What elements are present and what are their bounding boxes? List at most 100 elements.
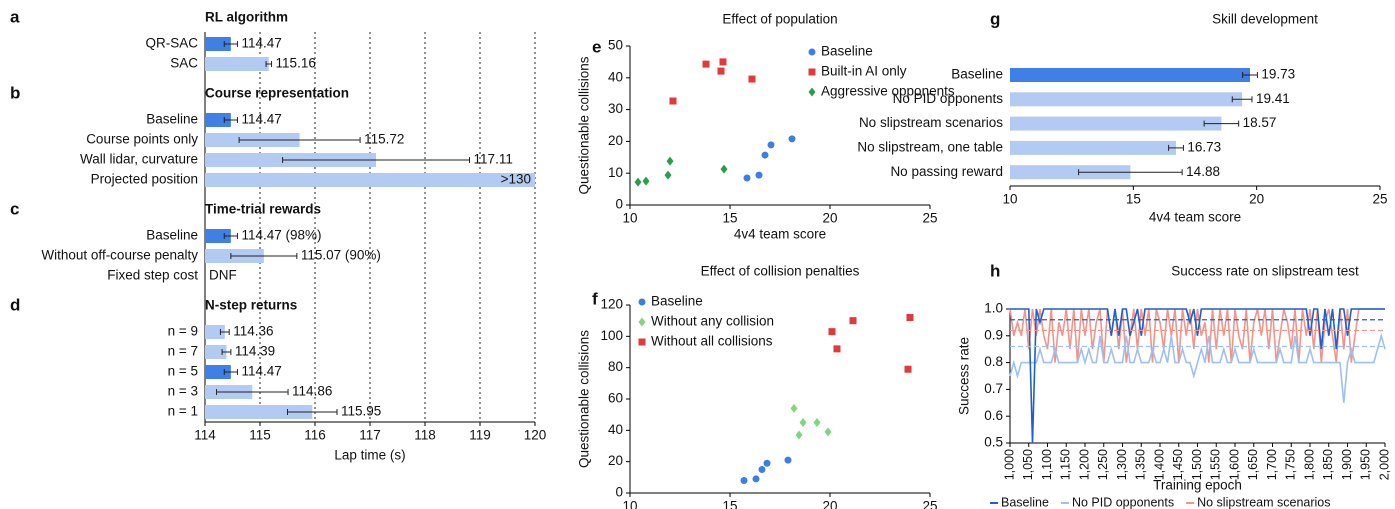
category-label: Wall lidar, curvature — [80, 152, 198, 167]
y-axis-label: Questionable collisions — [577, 330, 592, 468]
x-tick-label: 1,500 — [1190, 449, 1204, 480]
y-tick-label: 0.6 — [984, 408, 1003, 423]
x-tick-label: 115 — [249, 428, 271, 443]
x-tick-label: 1,100 — [1040, 449, 1054, 480]
x-tick-label: 116 — [304, 428, 326, 443]
x-tick-label: 1,050 — [1021, 449, 1035, 480]
point — [642, 176, 650, 186]
x-tick-label: 1,350 — [1134, 449, 1148, 480]
x-tick-label: 1,750 — [1284, 449, 1298, 480]
y-tick-label: 20 — [608, 133, 623, 148]
value-label: 14.88 — [1186, 164, 1220, 179]
point — [824, 427, 832, 437]
point — [763, 459, 771, 467]
panel-label: f — [592, 289, 598, 308]
y-tick-label: 100 — [600, 328, 623, 343]
category-label: No passing reward — [890, 164, 1003, 179]
bar — [205, 57, 269, 71]
legend-label: Built-in AI only — [821, 64, 907, 79]
point — [664, 170, 672, 180]
panel-title: RL algorithm — [205, 10, 288, 25]
y-tick-label: 80 — [608, 359, 623, 374]
x-tick-label: 1,300 — [1115, 449, 1129, 480]
y-tick-label: 0.5 — [984, 435, 1003, 450]
x-tick-label: 1,200 — [1077, 449, 1091, 480]
point — [719, 58, 727, 66]
panel-label: c — [10, 199, 19, 218]
x-tick-label: 2,000 — [1377, 449, 1391, 480]
x-tick-label: 10 — [1002, 192, 1017, 207]
y-axis-label: Questionable collisions — [577, 56, 592, 194]
x-tick-label: 20 — [1249, 192, 1264, 207]
value-label: 114.36 — [233, 324, 273, 339]
bar — [205, 229, 231, 243]
legend-label: Baseline — [821, 44, 873, 59]
legend-label: Without all collisions — [651, 334, 773, 349]
y-tick-label: 0 — [615, 197, 623, 212]
legend-marker — [638, 317, 646, 327]
point — [755, 171, 763, 179]
x-tick-label: 1,150 — [1059, 449, 1073, 480]
x-tick-label: 1,950 — [1359, 449, 1373, 480]
value-label: DNF — [209, 268, 237, 283]
legend-marker — [638, 338, 646, 346]
legend-label: No slipstream scenarios — [1197, 495, 1330, 509]
category-label: No slipstream, one table — [857, 139, 1003, 154]
category-label: n = 3 — [168, 384, 198, 399]
value-label: >130 — [501, 172, 531, 187]
legend-marker — [808, 48, 816, 56]
bar — [205, 345, 227, 359]
point — [767, 141, 775, 149]
category-label: n = 9 — [168, 324, 198, 339]
panel-title: Time-trial rewards — [205, 202, 321, 217]
category-label: Fixed step cost — [107, 268, 198, 283]
x-tick-label: 20 — [822, 499, 837, 509]
x-tick-label: 20 — [822, 211, 837, 226]
line — [1009, 332, 1386, 403]
chart-title: Skill development — [1212, 12, 1318, 27]
y-tick-label: 30 — [608, 101, 623, 116]
bar — [205, 365, 231, 379]
legend-marker — [808, 87, 816, 97]
x-tick-label: 1,800 — [1302, 449, 1316, 480]
value-label: 114.86 — [292, 384, 332, 399]
panel-title: N-step returns — [205, 298, 297, 313]
x-tick-label: 10 — [622, 499, 637, 509]
y-axis-label: Success rate — [957, 337, 972, 415]
bar — [205, 173, 535, 187]
x-tick-label: 1,700 — [1265, 449, 1279, 480]
legend-label: Baseline — [1001, 495, 1049, 509]
bar — [1010, 116, 1222, 131]
y-tick-label: 60 — [608, 391, 623, 406]
point — [906, 314, 914, 322]
category-label: Projected position — [91, 172, 198, 187]
bar — [205, 37, 231, 51]
point — [833, 345, 841, 353]
legend-marker — [808, 68, 816, 76]
point — [784, 456, 792, 464]
panel-label: e — [592, 37, 601, 56]
category-label: No PID opponents — [893, 91, 1004, 106]
point — [702, 60, 710, 68]
category-label: QR-SAC — [145, 36, 198, 51]
point — [717, 67, 725, 75]
point — [634, 177, 642, 187]
value-label: 115.95 — [341, 404, 381, 419]
bar — [205, 113, 231, 127]
value-label: 19.41 — [1256, 91, 1290, 106]
category-label: n = 5 — [168, 364, 198, 379]
chart-title: Effect of collision penalties — [701, 264, 860, 279]
y-tick-label: 20 — [608, 453, 623, 468]
x-tick-label: 15 — [1126, 192, 1141, 207]
value-label: 117.11 — [474, 152, 513, 167]
legend-label: Without any collision — [651, 314, 774, 329]
y-tick-label: 120 — [600, 297, 623, 312]
x-tick-label: 1,250 — [1096, 449, 1110, 480]
x-tick-label: 118 — [414, 428, 436, 443]
x-tick-label: 15 — [722, 499, 737, 509]
category-label: SAC — [170, 56, 198, 71]
x-tick-label: 1,450 — [1171, 449, 1185, 480]
point — [799, 418, 807, 427]
x-tick-label: 10 — [622, 211, 637, 226]
